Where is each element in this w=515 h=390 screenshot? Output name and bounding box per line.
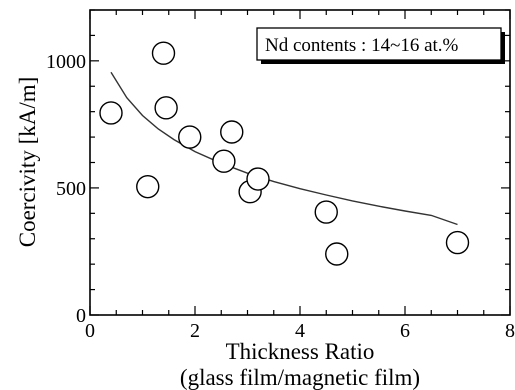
data-points-layer — [99, 41, 470, 266]
legend-box: Nd contents : 14~16 at.% — [256, 27, 505, 64]
data-point — [212, 149, 236, 173]
legend-frame — [256, 27, 502, 61]
y-tick-label: 1000 — [46, 51, 86, 73]
fit-curve-layer — [110, 71, 458, 226]
x-tick-label: 0 — [85, 320, 95, 342]
x-axis-sublabel: (glass film/magnetic film) — [180, 365, 420, 390]
data-point — [99, 101, 123, 125]
data-point — [136, 174, 160, 199]
y-tick-label: 0 — [76, 305, 86, 327]
legend-annotation-text: Nd contents : 14~16 at.% — [265, 35, 459, 56]
x-tick-label: 4 — [295, 320, 305, 342]
fit-curve-line — [110, 71, 458, 226]
data-point — [178, 125, 202, 149]
x-axis-label: Thickness Ratio — [226, 339, 375, 364]
data-point — [154, 96, 178, 120]
data-point — [314, 200, 338, 224]
y-tick-label: 500 — [56, 178, 86, 200]
data-point — [325, 242, 349, 266]
y-axis-label: Coercivity [kA/m] — [15, 77, 40, 248]
x-tick-label: 8 — [505, 320, 515, 342]
x-tick-label: 2 — [190, 320, 200, 342]
data-point — [246, 167, 270, 191]
x-tick-label: 6 — [400, 320, 410, 342]
data-point — [445, 230, 470, 255]
data-point — [220, 120, 244, 144]
data-point — [151, 41, 176, 65]
